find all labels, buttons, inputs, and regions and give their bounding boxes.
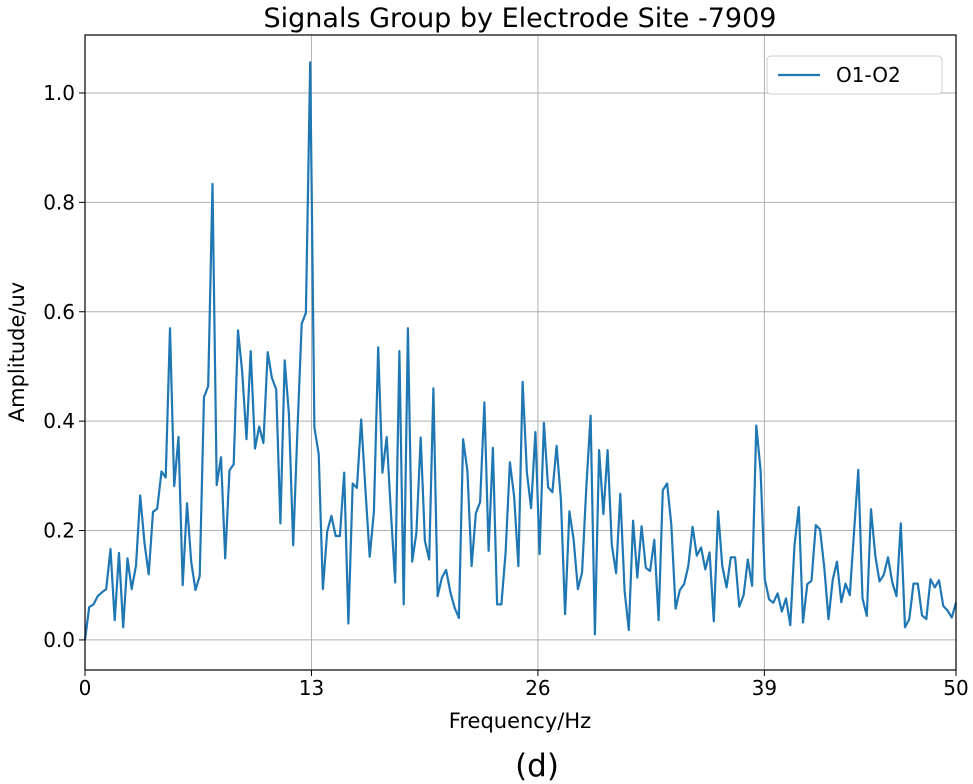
chart-title: Signals Group by Electrode Site -7909 (264, 3, 777, 34)
caption: (d) (515, 748, 559, 784)
plot-frame (84, 34, 957, 671)
x-tick-label: 39 (752, 676, 777, 700)
legend: O1-O2 (766, 55, 943, 95)
series-layer (83, 61, 958, 641)
x-tick-label: 0 (79, 676, 92, 700)
series-line-o1-o2 (83, 61, 958, 641)
y-tick-label: 0.8 (43, 190, 75, 214)
x-tick-label: 26 (525, 676, 550, 700)
legend-box (766, 55, 943, 95)
y-tick-label: 0.0 (43, 628, 75, 652)
ticks: 0 13 26 39 50 0.0 0.2 0.4 0.6 0.8 1.0 (43, 81, 969, 700)
y-tick-label: 0.4 (43, 409, 75, 433)
y-axis-label: Amplitude/uv (5, 282, 29, 422)
x-axis-label: Frequency/Hz (449, 709, 591, 733)
x-tick-label: 13 (299, 676, 324, 700)
x-tick-label: 50 (943, 676, 968, 700)
legend-label-o1-o2: O1-O2 (836, 63, 901, 87)
y-tick-label: 0.2 (43, 519, 75, 543)
y-tick-label: 0.6 (43, 300, 75, 324)
y-tick-label: 1.0 (43, 81, 75, 105)
